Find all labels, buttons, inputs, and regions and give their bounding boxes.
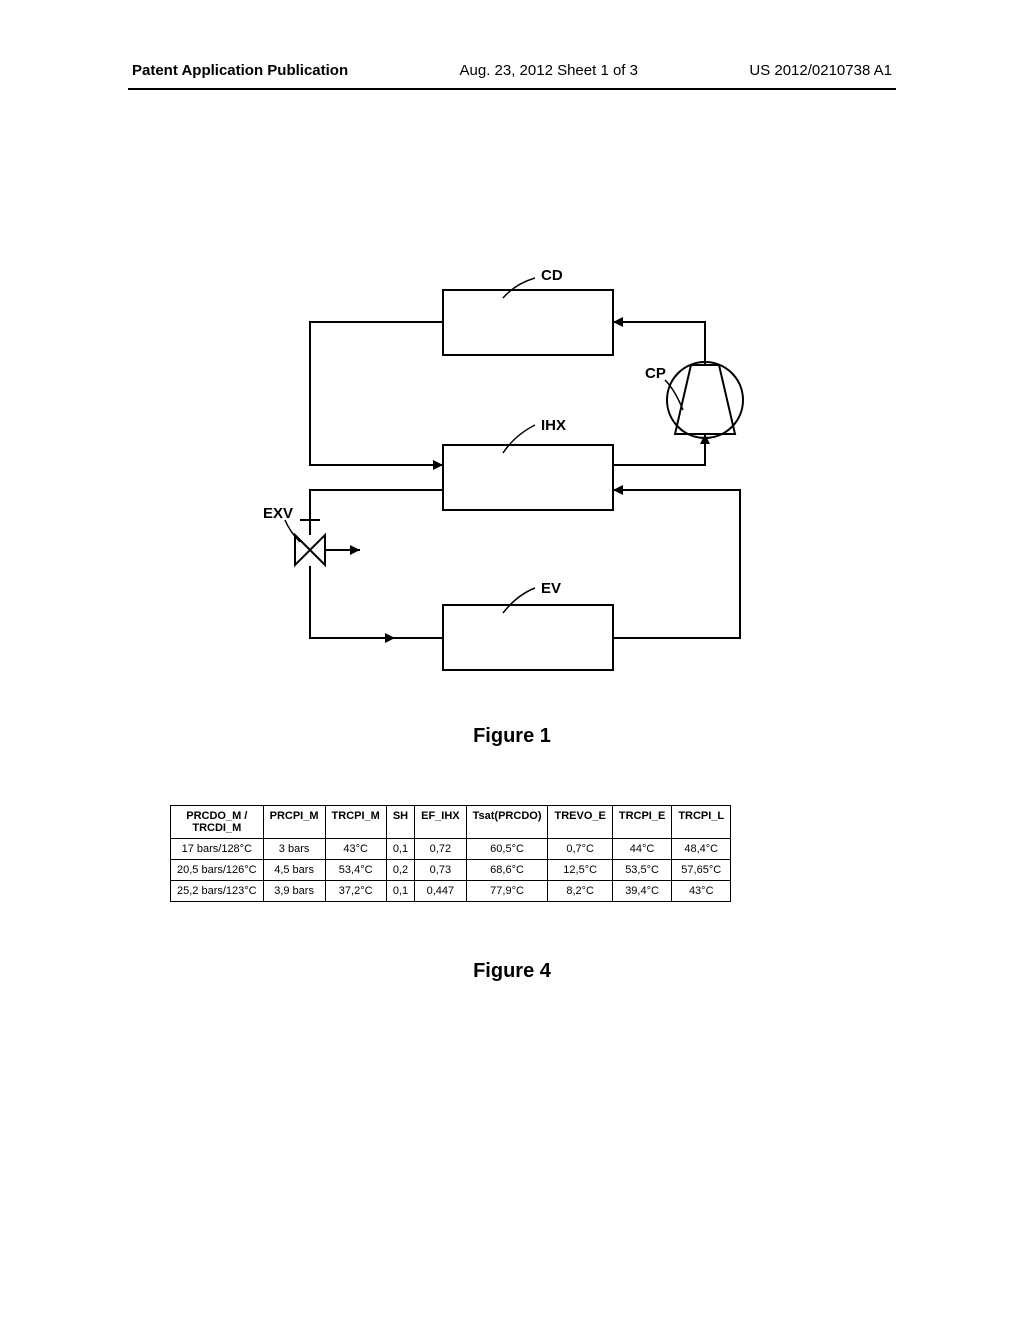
header-rule xyxy=(128,88,896,90)
table-cell: 68,6°C xyxy=(466,860,548,881)
header-middle: Aug. 23, 2012 Sheet 1 of 3 xyxy=(460,62,638,79)
table-cell: 0,7°C xyxy=(548,839,612,860)
table-col-header: TRCPI_E xyxy=(612,806,671,839)
table-row: 25,2 bars/123°C3,9 bars37,2°C0,10,44777,… xyxy=(171,881,731,902)
table-cell: 25,2 bars/123°C xyxy=(171,881,264,902)
table-cell: 53,4°C xyxy=(325,860,386,881)
page-header: Patent Application Publication Aug. 23, … xyxy=(0,0,1024,79)
label-exv: EXV xyxy=(263,505,293,522)
table-cell: 43°C xyxy=(325,839,386,860)
table-cell: 39,4°C xyxy=(612,881,671,902)
table-cell: 0,72 xyxy=(415,839,467,860)
figure-1-diagram: CD IHX EV CP EXV xyxy=(245,270,785,680)
header-left: Patent Application Publication xyxy=(132,62,348,79)
figure-1-caption: Figure 1 xyxy=(0,725,1024,748)
table-cell: 3 bars xyxy=(263,839,325,860)
table-cell: 77,9°C xyxy=(466,881,548,902)
table-cell: 60,5°C xyxy=(466,839,548,860)
table-col-header: TRCPI_L xyxy=(672,806,731,839)
table-cell: 53,5°C xyxy=(612,860,671,881)
table-cell: 57,65°C xyxy=(672,860,731,881)
table-cell: 0,447 xyxy=(415,881,467,902)
table-row: 20,5 bars/126°C4,5 bars53,4°C0,20,7368,6… xyxy=(171,860,731,881)
table-cell: 12,5°C xyxy=(548,860,612,881)
table-cell: 0,1 xyxy=(386,881,414,902)
table-header-row: PRCDO_M /TRCDI_MPRCPI_MTRCPI_MSHEF_IHXTs… xyxy=(171,806,731,839)
table-col-header: TRCPI_M xyxy=(325,806,386,839)
table-cell: 48,4°C xyxy=(672,839,731,860)
label-cd: CD xyxy=(541,270,563,284)
table-cell: 0,2 xyxy=(386,860,414,881)
table-cell: 0,1 xyxy=(386,839,414,860)
table-cell: 8,2°C xyxy=(548,881,612,902)
table-cell: 4,5 bars xyxy=(263,860,325,881)
table-cell: 17 bars/128°C xyxy=(171,839,264,860)
table-cell: 37,2°C xyxy=(325,881,386,902)
table-cell: 3,9 bars xyxy=(263,881,325,902)
table-col-header: TREVO_E xyxy=(548,806,612,839)
table-body: 17 bars/128°C3 bars43°C0,10,7260,5°C0,7°… xyxy=(171,839,731,902)
header-right: US 2012/0210738 A1 xyxy=(749,62,892,79)
label-ev: EV xyxy=(541,580,561,597)
table-col-header: EF_IHX xyxy=(415,806,467,839)
figure-4-caption: Figure 4 xyxy=(0,960,1024,983)
table-col-header: PRCPI_M xyxy=(263,806,325,839)
label-cp: CP xyxy=(645,365,666,382)
table-cell: 43°C xyxy=(672,881,731,902)
table-col-header: Tsat(PRCDO) xyxy=(466,806,548,839)
table-row: 17 bars/128°C3 bars43°C0,10,7260,5°C0,7°… xyxy=(171,839,731,860)
table-col-header: PRCDO_M /TRCDI_M xyxy=(171,806,264,839)
table-cell: 0,73 xyxy=(415,860,467,881)
table-cell: 44°C xyxy=(612,839,671,860)
table-cell: 20,5 bars/126°C xyxy=(171,860,264,881)
figure-4-table: PRCDO_M /TRCDI_MPRCPI_MTRCPI_MSHEF_IHXTs… xyxy=(170,805,731,902)
table-col-header: SH xyxy=(386,806,414,839)
label-ihx: IHX xyxy=(541,417,566,434)
